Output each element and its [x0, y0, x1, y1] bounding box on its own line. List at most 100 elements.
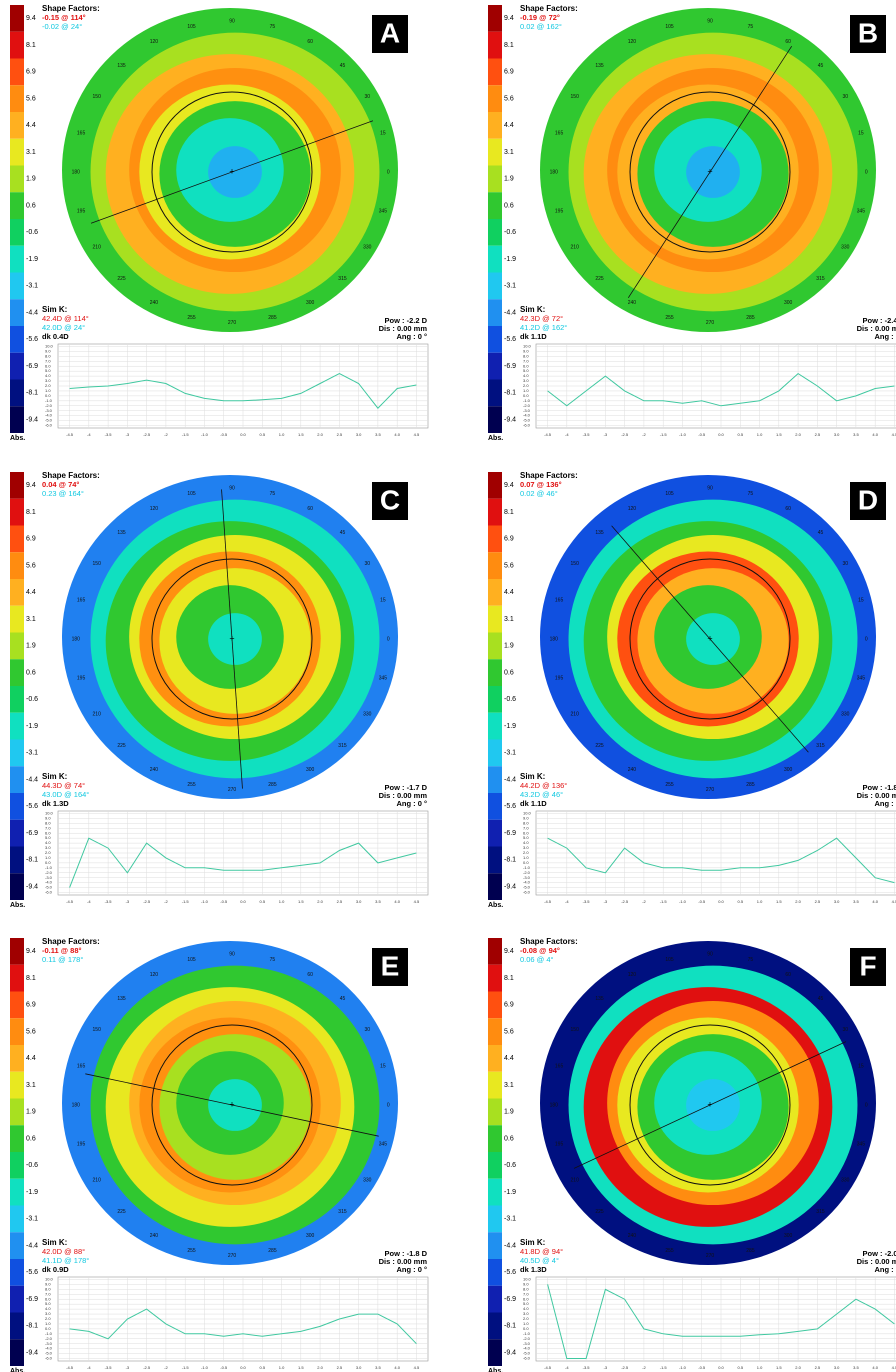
scale-label: 9.4: [26, 482, 36, 489]
angle-label: 270: [228, 1253, 237, 1259]
angle-label: 300: [306, 767, 315, 773]
x-tick-label: -4: [565, 1365, 569, 1370]
measure-dis: Dis : 0.00 mm: [857, 324, 896, 333]
measure-ang: Ang : 0 °: [397, 799, 428, 808]
y-tick-label: -4.0: [45, 1346, 53, 1351]
scale-swatch: [488, 525, 502, 553]
x-tick-label: -2: [164, 432, 168, 437]
x-tick-label: -1.5: [182, 432, 190, 437]
center-mark: +: [229, 166, 234, 176]
angle-label: 270: [228, 320, 237, 326]
x-tick-label: -1.5: [182, 1365, 190, 1370]
y-tick-label: -2.0: [45, 870, 53, 875]
x-tick-label: -3.5: [583, 1365, 591, 1370]
simk-value: 42.0D @ 88°: [42, 1247, 85, 1256]
scale-swatch: [10, 245, 24, 273]
y-tick-label: -1.0: [45, 865, 53, 870]
x-tick-label: -1.5: [660, 432, 668, 437]
scale-swatch: [10, 1178, 24, 1206]
y-tick-label: 2.0: [523, 850, 529, 855]
angle-label: 150: [571, 1027, 580, 1033]
angle-label: 90: [229, 19, 235, 25]
angle-label: 330: [363, 712, 372, 718]
angle-label: 330: [363, 1178, 372, 1184]
y-tick-label: -4.0: [523, 880, 531, 885]
scale-swatch: [10, 793, 24, 820]
profile-curve: [547, 837, 895, 884]
angle-label: 240: [628, 1233, 637, 1239]
angle-label: 90: [707, 19, 713, 25]
scale-label: 8.1: [26, 509, 36, 516]
x-tick-label: 0.0: [718, 432, 724, 437]
angle-label: 45: [340, 530, 346, 536]
y-tick-label: -6.0: [523, 890, 531, 895]
scale-label: -0.6: [504, 1162, 516, 1169]
angle-label: 165: [77, 597, 86, 603]
scale-footer: Abs.: [10, 902, 25, 909]
x-tick-label: 3.0: [834, 1365, 840, 1370]
scale-swatch: [488, 632, 502, 660]
center-mark: +: [229, 633, 234, 643]
scale-swatch: [488, 873, 502, 900]
angle-label: 255: [665, 782, 674, 788]
simk-value: 42.4D @ 114°: [42, 314, 89, 323]
x-tick-label: -2: [642, 1365, 646, 1370]
scale-label: -4.4: [26, 309, 38, 316]
map-zone: [208, 1079, 262, 1131]
scale-swatch: [488, 219, 502, 246]
x-tick-label: -3.5: [105, 899, 113, 904]
scale-swatch: [488, 1339, 502, 1366]
y-tick-label: -3.0: [523, 1341, 531, 1346]
y-tick-label: 9.0: [45, 815, 51, 820]
map-zone: [686, 146, 740, 198]
y-tick-label: 5.0: [45, 835, 51, 840]
scale-label: -9.4: [504, 1349, 516, 1356]
angle-label: 345: [857, 1141, 866, 1147]
scale-swatch: [488, 938, 502, 965]
scale-label: -6.9: [504, 1296, 516, 1303]
y-tick-label: -4.0: [45, 413, 53, 418]
angle-label: 165: [555, 1063, 564, 1069]
x-tick-label: -3.5: [105, 432, 113, 437]
scale-swatch: [10, 112, 24, 139]
x-tick-label: -1.0: [201, 1365, 209, 1370]
scale-swatch: [10, 138, 24, 166]
y-tick-label: 7.0: [523, 825, 529, 830]
scale-label: 0.6: [26, 669, 36, 676]
y-tick-label: -6.0: [45, 1356, 53, 1361]
x-tick-label: -0.5: [220, 1365, 228, 1370]
angle-label: 255: [665, 1248, 674, 1254]
angle-label: 75: [748, 491, 754, 497]
x-tick-label: -0.5: [220, 899, 228, 904]
angle-label: 105: [187, 957, 196, 963]
x-tick-label: 4.5: [892, 1365, 896, 1370]
scale-label: -0.6: [26, 696, 38, 703]
y-tick-label: 3.0: [523, 1311, 529, 1316]
x-tick-label: 2.0: [795, 899, 801, 904]
angle-label: 270: [706, 787, 715, 793]
scale-label: 1.9: [504, 1109, 514, 1116]
angle-label: 0: [865, 636, 868, 642]
scale-swatch: [10, 379, 24, 407]
scale-label: -9.4: [504, 416, 516, 423]
y-tick-label: 10.0: [523, 1277, 532, 1282]
x-tick-label: 4.5: [892, 432, 896, 437]
angle-label: 195: [555, 208, 564, 214]
x-tick-label: 4.5: [414, 899, 420, 904]
x-tick-label: -3: [126, 432, 130, 437]
scale-label: -3.1: [504, 283, 516, 290]
angle-label: 225: [117, 1209, 126, 1215]
x-tick-label: 0.5: [737, 1365, 743, 1370]
angle-label: 135: [595, 63, 604, 69]
scale-swatch: [10, 1125, 24, 1152]
scale-swatch: [10, 686, 24, 713]
y-tick-label: -5.0: [45, 885, 53, 890]
scale-swatch: [488, 1205, 502, 1233]
scale-label: -5.6: [504, 336, 516, 343]
shape-factor: -0.08 @ 94°: [520, 946, 560, 955]
angle-label: 45: [818, 996, 824, 1002]
scale-swatch: [10, 1045, 24, 1072]
angle-label: 15: [858, 1063, 864, 1069]
scale-label: -1.9: [26, 1189, 38, 1196]
angle-label: 165: [555, 597, 564, 603]
